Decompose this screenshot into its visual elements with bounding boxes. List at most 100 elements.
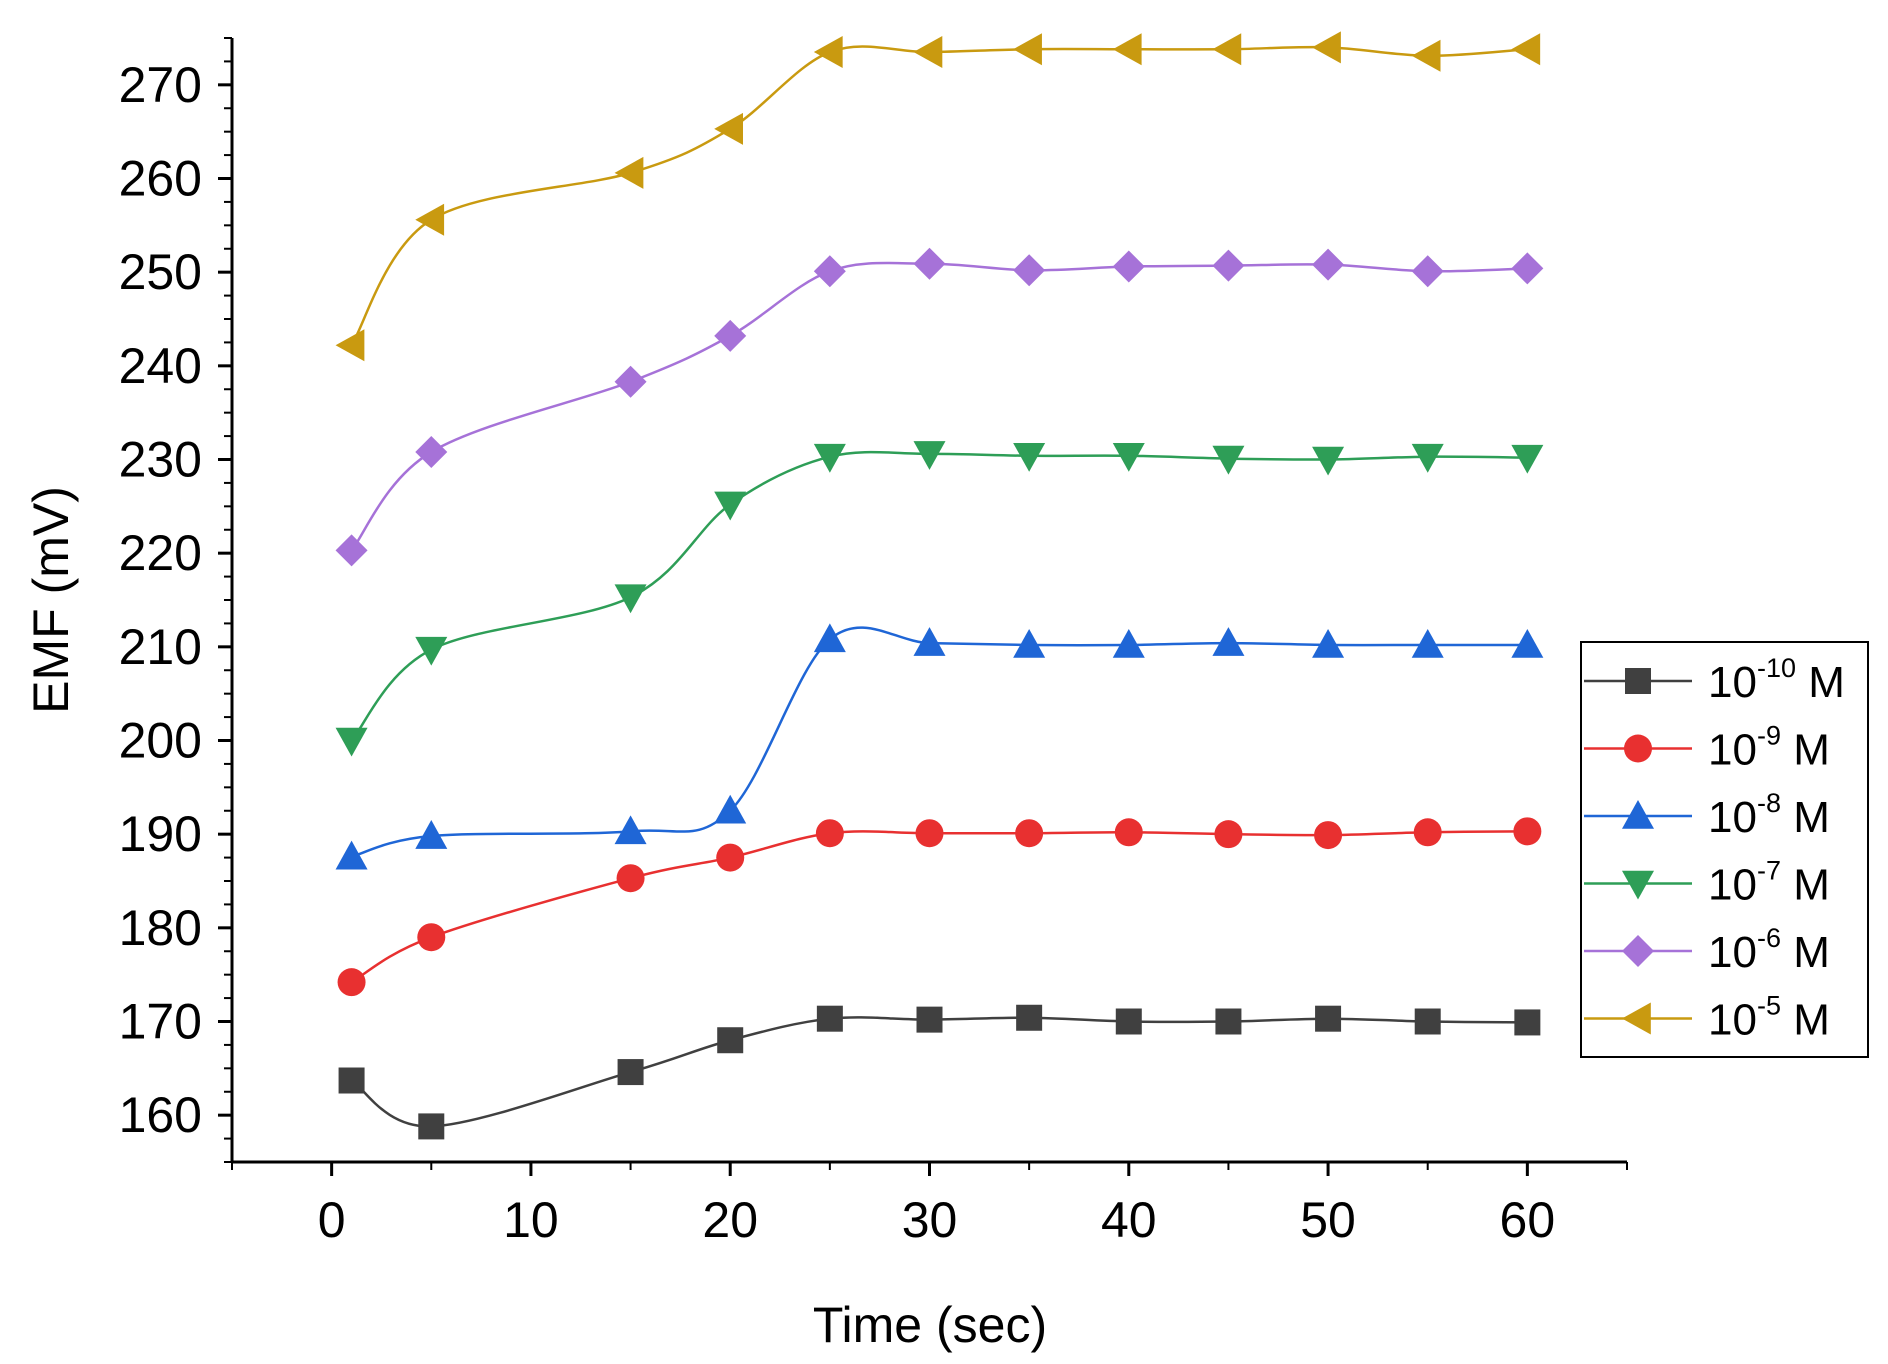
data-point: [418, 1113, 445, 1140]
data-point: [716, 843, 745, 872]
series-line: [351, 626, 1528, 858]
x-tick-label: 40: [1101, 1192, 1157, 1248]
series-line: [350, 1016, 1528, 1128]
legend-label-base: 10: [1708, 996, 1757, 1045]
legend-item: 10-9 M: [1584, 721, 1830, 775]
data-point: [1312, 31, 1341, 64]
data-point: [1514, 1009, 1541, 1036]
y-tick-label: 230: [119, 432, 202, 488]
legend-marker: [1622, 800, 1654, 829]
data-point: [1212, 627, 1245, 656]
x-ticks: 0 10 20 30 40 50 60: [231, 1162, 1628, 1248]
data-point: [813, 36, 843, 69]
legend: 10-10 M10-9 M10-8 M10-7 M10-6 M10-5 M: [1580, 641, 1869, 1058]
data-point: [1112, 628, 1145, 658]
legend-item: 10-10 M: [1584, 653, 1845, 707]
data-point: [1013, 33, 1042, 66]
y-tick-label: 170: [119, 994, 202, 1050]
data-point: [1312, 248, 1345, 281]
data-point: [1013, 628, 1046, 658]
series-4: [335, 247, 1544, 567]
data-point: [913, 441, 946, 470]
data-point: [1214, 820, 1243, 849]
data-point: [1511, 628, 1544, 658]
data-point: [1511, 252, 1544, 285]
data-point: [616, 864, 645, 893]
legend-item: 10-5 M: [1584, 991, 1830, 1045]
series-5: [335, 31, 1541, 362]
legend-label-unit: M: [1793, 861, 1830, 910]
series-line: [350, 830, 1528, 984]
y-tick-label: 190: [119, 806, 202, 862]
legend-box: [1580, 641, 1869, 1058]
data-point: [415, 820, 448, 849]
series-2: [335, 623, 1544, 870]
legend-marker: [1622, 1002, 1651, 1035]
legend-label-unit: M: [1793, 726, 1830, 775]
legend-marker: [1622, 870, 1654, 900]
y-tick-label: 270: [119, 57, 202, 113]
data-point: [1112, 33, 1142, 66]
data-point: [813, 623, 846, 653]
data-point: [1112, 442, 1145, 472]
data-point: [1411, 628, 1444, 658]
legend-label: 10-9 M: [1708, 721, 1830, 775]
y-tick-label: 220: [119, 525, 202, 581]
series-line: [350, 45, 1528, 346]
data-point: [1112, 250, 1145, 283]
data-point: [1411, 255, 1444, 288]
x-axis-title: Time (sec): [813, 1297, 1047, 1353]
legend-label: 10-5 M: [1708, 991, 1830, 1045]
data-point: [415, 636, 448, 666]
data-point: [338, 1067, 365, 1094]
legend-label-space: [1781, 928, 1793, 977]
data-point: [614, 584, 647, 614]
data-point: [335, 534, 368, 567]
legend-marker: [1622, 935, 1654, 967]
legend-label-unit: M: [1793, 928, 1830, 977]
data-point: [1016, 1004, 1043, 1031]
legend-label-unit: M: [1808, 658, 1845, 707]
legend-label-space: [1781, 793, 1793, 842]
data-point: [417, 923, 446, 952]
legend-label-space: [1781, 726, 1793, 775]
data-point: [337, 968, 366, 997]
legend-label-unit: M: [1793, 996, 1830, 1045]
legend-label-exponent: -5: [1757, 991, 1781, 1021]
legend-label-exponent: -7: [1757, 856, 1781, 886]
data-point: [335, 727, 368, 757]
y-tick-label: 260: [119, 151, 202, 207]
legend-label: 10-7 M: [1708, 856, 1830, 910]
legend-label-base: 10: [1708, 658, 1757, 707]
legend-label-base: 10: [1708, 793, 1757, 842]
legend-label-unit: M: [1793, 793, 1830, 842]
legend-label-base: 10: [1708, 726, 1757, 775]
data-point: [1015, 819, 1044, 848]
data-point: [1414, 1008, 1441, 1035]
data-point: [1511, 33, 1541, 66]
legend-marker: [1625, 668, 1651, 694]
legend-item: 10-6 M: [1584, 923, 1830, 977]
data-point: [1212, 445, 1245, 475]
legend-item: 10-7 M: [1584, 856, 1830, 910]
y-tick-label: 240: [119, 338, 202, 394]
series-line: [350, 261, 1528, 552]
data-point: [335, 840, 368, 870]
legend-item: 10-8 M: [1584, 788, 1830, 842]
series-line: [350, 450, 1528, 742]
legend-marker: [1624, 734, 1652, 763]
data-point: [913, 36, 943, 69]
y-tick-label: 200: [119, 713, 202, 769]
x-tick-label: 10: [503, 1192, 559, 1248]
data-point: [1212, 33, 1242, 66]
data-point: [815, 819, 844, 848]
legend-label-exponent: -9: [1757, 721, 1781, 751]
data-point: [1511, 444, 1544, 474]
plot-area: 160 170 180 190 200 210 220 230 240 250 260 270 0 10…: [119, 31, 1628, 1248]
data-point: [913, 627, 946, 656]
data-point: [1413, 818, 1442, 847]
data-point: [1312, 628, 1345, 658]
legend-label: 10-10 M: [1708, 653, 1845, 707]
data-point: [714, 319, 747, 352]
